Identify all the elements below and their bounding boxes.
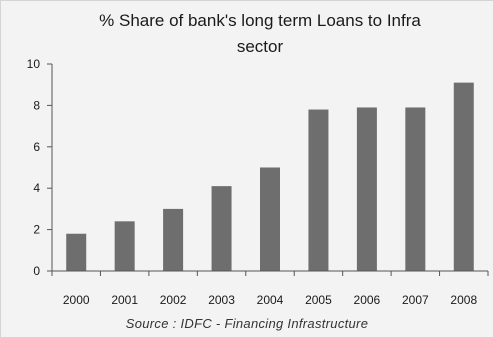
y-tick-label: 6 (33, 140, 40, 154)
x-tick-label: 2005 (305, 293, 332, 307)
y-tick-label: 8 (33, 98, 40, 112)
bar-2008 (453, 82, 474, 271)
chart-title: % Share of bank's long term Loans to Inf… (40, 8, 480, 60)
bar-2007 (405, 107, 426, 271)
bar-2005 (308, 109, 329, 271)
x-tick-label: 2007 (402, 293, 429, 307)
y-tick-label: 4 (33, 181, 40, 195)
bars (66, 82, 474, 271)
chart-title-line-2: sector (236, 37, 284, 56)
x-tick-label: 2003 (208, 293, 235, 307)
bar-2006 (356, 107, 377, 271)
x-tick-label: 2001 (111, 293, 138, 307)
y-axis-ticks: 0 2 4 6 8 10 (27, 57, 52, 278)
y-tick-label: 2 (33, 223, 40, 237)
bar-2002 (163, 208, 184, 271)
x-tick-label: 2002 (160, 293, 187, 307)
x-tick-label: 2004 (257, 293, 284, 307)
bar-2003 (211, 186, 232, 271)
y-tick-label: 0 (33, 264, 40, 278)
source-note: Source : IDFC - Financing Infrastructure (125, 316, 369, 331)
x-tick-label: 2000 (63, 293, 90, 307)
x-tick-label: 2008 (450, 293, 477, 307)
chart-title-line-1: % Share of bank's long term Loans to Inf… (99, 11, 421, 30)
x-axis-ticks: 2000 2001 2002 2003 2004 2005 2006 2007 2008 (51, 271, 489, 307)
bar-2001 (114, 221, 135, 271)
y-tick-label: 10 (27, 57, 41, 71)
bar-2004 (260, 167, 280, 271)
bar-2000 (66, 233, 87, 271)
x-tick-label: 2006 (354, 293, 381, 307)
